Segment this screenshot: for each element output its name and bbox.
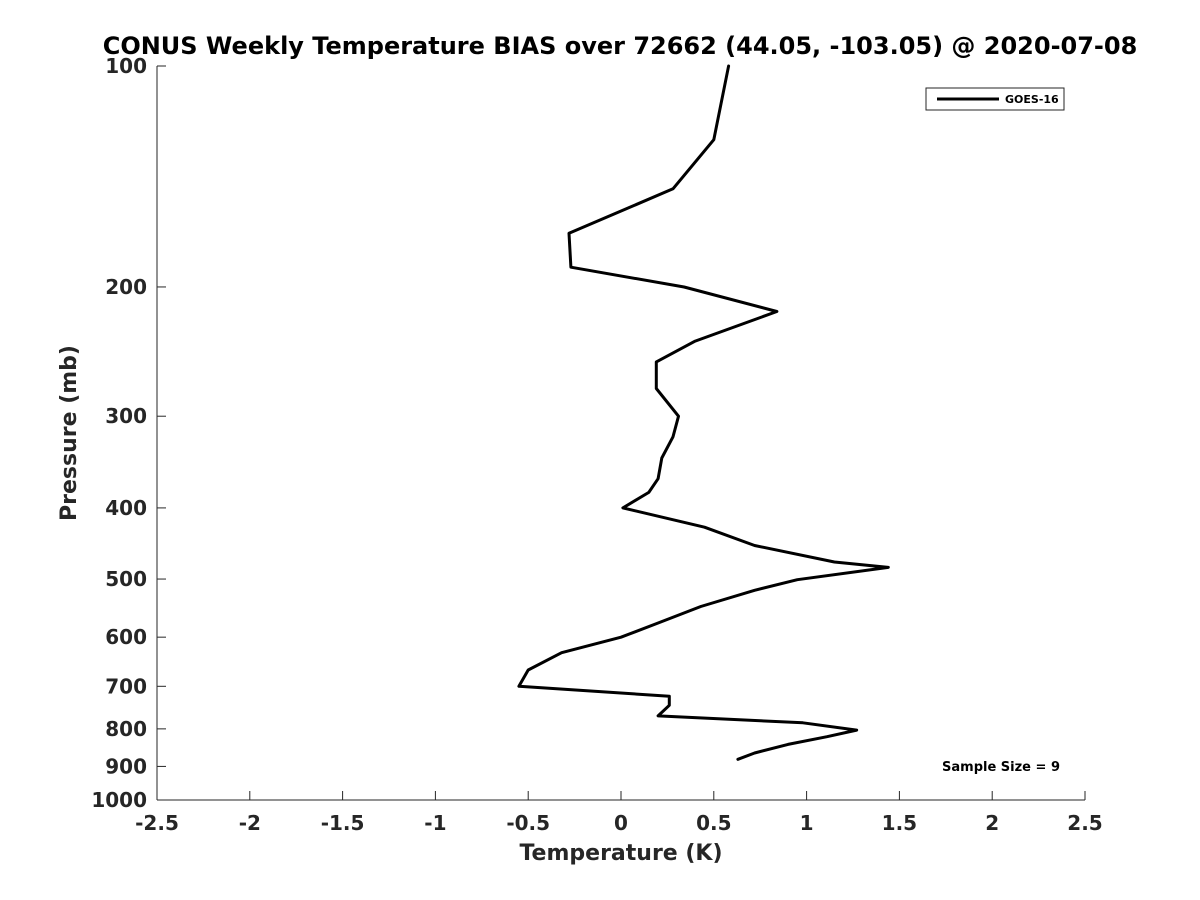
x-axis-ticks: -2.5 -2 -1.5 -1 -0.5 0 0.5 1 1.5 2 2.5 xyxy=(135,791,1103,835)
y-tick-label: 500 xyxy=(105,567,147,591)
x-tick-label: 1 xyxy=(800,811,814,835)
series-layer xyxy=(517,64,890,761)
y-tick-label: 200 xyxy=(105,275,147,299)
x-tick-label: -2 xyxy=(239,811,261,835)
chart-title: CONUS Weekly Temperature BIAS over 72662… xyxy=(103,32,1138,60)
series-line-goes-16 xyxy=(517,64,890,761)
plot-area xyxy=(157,66,1085,800)
x-axis-label: Temperature (K) xyxy=(519,841,722,866)
x-tick-label: 2.5 xyxy=(1067,811,1102,835)
x-tick-label: 1.5 xyxy=(882,811,917,835)
y-tick-label: 800 xyxy=(105,717,147,741)
y-tick-label: 600 xyxy=(105,625,147,649)
x-tick-label: -1.5 xyxy=(321,811,365,835)
y-tick-label: 900 xyxy=(105,754,147,778)
x-tick-label: -1 xyxy=(424,811,446,835)
y-tick-label: 1000 xyxy=(91,788,147,812)
y-tick-label: 100 xyxy=(105,54,147,78)
x-tick-label: 2 xyxy=(985,811,999,835)
y-tick-label: 400 xyxy=(105,496,147,520)
y-axis-ticks: 100 200 300 400 500 600 700 800 900 1000 xyxy=(91,54,166,812)
sample-size-annotation: Sample Size = 9 xyxy=(942,760,1060,775)
y-axis-label: Pressure (mb) xyxy=(57,345,82,521)
y-tick-label: 300 xyxy=(105,404,147,428)
x-tick-label: 0.5 xyxy=(696,811,731,835)
legend: GOES-16 xyxy=(925,87,1065,111)
y-tick-label: 700 xyxy=(105,674,147,698)
x-tick-label: -0.5 xyxy=(506,811,550,835)
x-tick-label: -2.5 xyxy=(135,811,179,835)
legend-label-goes-16: GOES-16 xyxy=(1005,93,1059,106)
x-tick-label: 0 xyxy=(614,811,628,835)
